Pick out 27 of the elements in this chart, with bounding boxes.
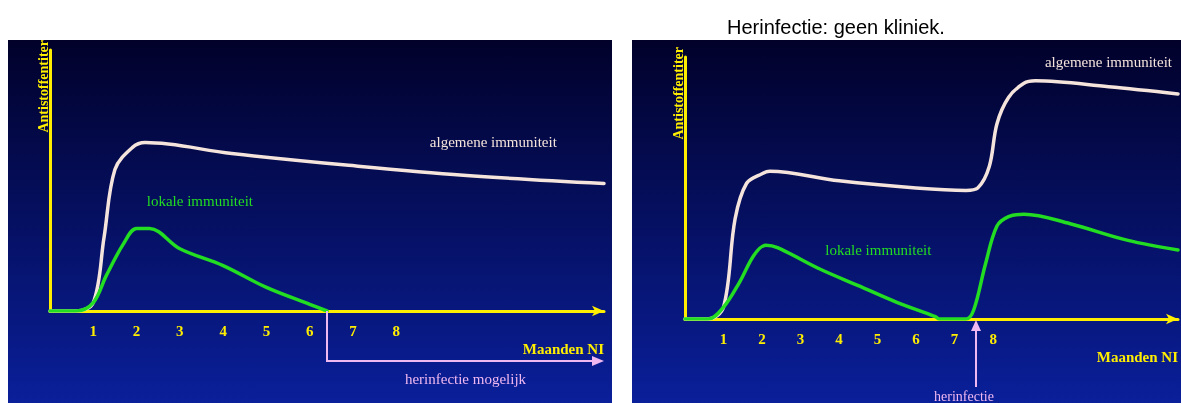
x-tick-label: 6 (912, 330, 921, 347)
series-label: lokale immuniteit (146, 193, 254, 210)
x-tick-label: 2 (758, 330, 766, 347)
x-axis-title: Maanden NI (522, 340, 605, 357)
x-tick-label: 5 (873, 330, 882, 347)
annotation: herinfectie mogelijk (404, 370, 527, 387)
x-tick-label: 7 (349, 322, 358, 339)
x-tick-label: 8 (989, 330, 997, 347)
x-tick-label: 1 (89, 322, 98, 339)
x-tick-label: 5 (262, 322, 271, 339)
x-tick-label: 4 (219, 322, 228, 339)
x-tick-label: 3 (796, 330, 805, 347)
x-tick-label: 1 (719, 330, 728, 347)
x-tick-label: 6 (305, 322, 314, 339)
x-tick-label: 3 (176, 322, 184, 339)
x-tick-label: 7 (950, 330, 959, 347)
x-tick-label: 8 (392, 322, 400, 339)
chart-title: Herinfectie: geen kliniek. (727, 16, 945, 38)
series-label: algemene immuniteit (1044, 54, 1173, 71)
y-axis-title: Antistoffentiter (35, 40, 51, 133)
y-axis-title: Antistoffentiter (670, 47, 686, 140)
series-label: algemene immuniteit (429, 133, 558, 150)
text: herinfectie (934, 388, 994, 403)
series-label: lokale immuniteit (825, 242, 933, 259)
x-axis-title: Maanden NI (1096, 348, 1179, 365)
x-tick-label: 4 (835, 330, 844, 347)
x-tick-label: 2 (132, 322, 141, 339)
